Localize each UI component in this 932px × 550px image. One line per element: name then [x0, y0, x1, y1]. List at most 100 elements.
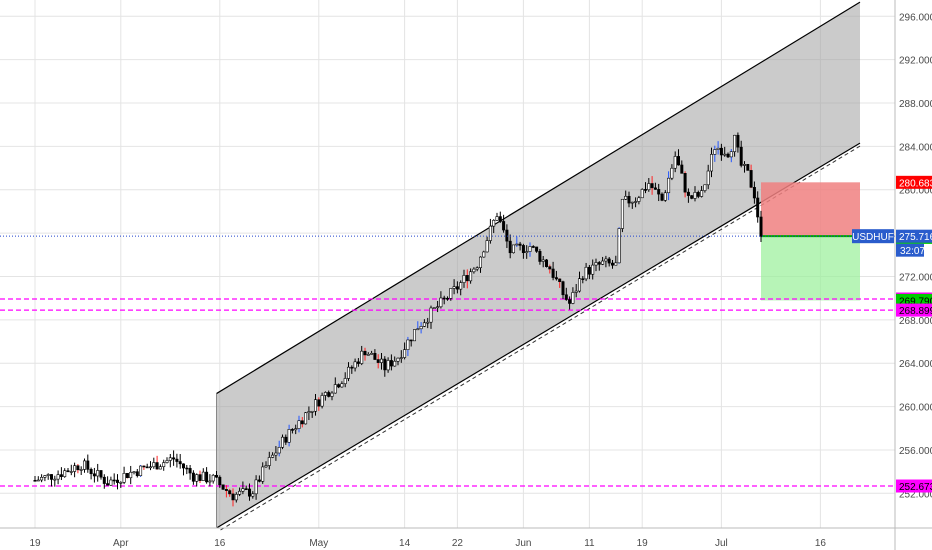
candle-body — [465, 275, 469, 282]
candle-body — [713, 149, 717, 155]
candle-body — [505, 229, 509, 242]
candle-body — [188, 468, 192, 474]
candle-body — [142, 465, 146, 468]
candle-body — [313, 399, 317, 412]
candle-body — [432, 307, 436, 309]
position-tool — [761, 182, 860, 301]
candle-body — [531, 246, 535, 248]
candle-body — [287, 429, 291, 443]
candle-body — [733, 134, 737, 152]
candle-body — [528, 246, 532, 252]
candle-body — [643, 189, 647, 191]
grid — [0, 0, 895, 528]
candle-body — [280, 436, 284, 448]
candle-body — [396, 357, 400, 362]
candle-body — [419, 326, 423, 330]
candle-body — [175, 458, 179, 462]
x-tick-label: 14 — [399, 538, 411, 549]
candle-body — [162, 462, 166, 467]
y-tick-label: 264.000 — [899, 359, 932, 370]
price-tag: 268.899 — [899, 306, 932, 317]
candle-body — [703, 184, 707, 191]
candle-body — [439, 297, 443, 308]
candle-body — [571, 292, 575, 304]
candle-body — [667, 177, 671, 194]
candle-body — [584, 266, 588, 280]
price-tag-bg — [896, 479, 932, 493]
candle-body — [683, 173, 687, 193]
candle-body — [594, 262, 598, 266]
candle-body — [346, 366, 350, 379]
candle-body — [254, 479, 258, 495]
candle-body — [736, 134, 740, 148]
x-tick-label: 22 — [452, 538, 464, 549]
candle-body — [574, 290, 578, 293]
candle-body — [601, 260, 605, 265]
candle-body — [383, 358, 387, 371]
candle-body — [79, 469, 83, 471]
candle-body — [729, 151, 733, 158]
candle-body — [112, 479, 116, 482]
price-tag: 252.673 — [899, 482, 932, 493]
channel-fill — [216, 2, 860, 528]
candle-body — [412, 329, 416, 342]
candle-body — [135, 471, 139, 477]
x-tick-label: 16 — [815, 538, 827, 549]
candle-body — [106, 483, 110, 486]
candle-body — [353, 361, 357, 369]
candle-body — [69, 471, 73, 473]
price-tag: 280.683 — [899, 178, 932, 189]
candle-body — [610, 262, 614, 266]
candle-body — [478, 256, 482, 268]
candle-body — [330, 392, 334, 397]
candle-body — [53, 478, 57, 481]
horizontal-levels — [0, 298, 895, 487]
candle-body — [657, 189, 661, 195]
symbol-label: USDHUF — [852, 232, 894, 243]
candle-body — [168, 457, 172, 461]
candle-body — [723, 153, 727, 156]
y-tick-label: 272.000 — [899, 272, 932, 283]
candle-body — [564, 294, 568, 300]
candle-body — [426, 321, 430, 324]
candle-body — [83, 460, 87, 470]
channel-lower-line — [216, 142, 861, 529]
candle-body — [511, 244, 515, 254]
candle-body — [73, 465, 77, 472]
x-tick-label: May — [309, 538, 328, 549]
candle-body — [139, 465, 143, 477]
candle-body — [317, 399, 321, 407]
position-stop-zone — [761, 182, 860, 237]
price-tag-bg — [896, 303, 932, 317]
candle-body — [469, 271, 473, 282]
candle-body — [759, 216, 763, 237]
candle-body — [304, 412, 308, 425]
candle-body — [630, 201, 634, 204]
y-tick-label: 280.000 — [899, 186, 932, 197]
candle-body — [119, 482, 123, 484]
candle-body — [155, 462, 159, 470]
current-price-tag-bg — [896, 229, 932, 243]
candle-body — [676, 156, 680, 166]
candle-body — [40, 477, 44, 481]
candle-body — [475, 267, 479, 270]
candle-body — [149, 466, 153, 469]
candle-body — [422, 322, 426, 327]
candle-body — [558, 278, 562, 282]
candle-body — [637, 197, 641, 202]
candle-body — [756, 197, 760, 218]
candle-body — [125, 473, 129, 479]
candle-body — [363, 350, 367, 356]
x-tick-label: Jun — [515, 538, 531, 549]
candle-body — [46, 474, 50, 476]
y-tick-label: 288.000 — [899, 99, 932, 110]
candle-body — [604, 258, 608, 262]
candle-body — [488, 225, 492, 241]
candle-body — [554, 277, 558, 280]
y-tick-label: 296.000 — [899, 12, 932, 23]
candle-body — [452, 286, 456, 289]
candle-body — [693, 192, 697, 199]
candle-body — [340, 383, 344, 388]
